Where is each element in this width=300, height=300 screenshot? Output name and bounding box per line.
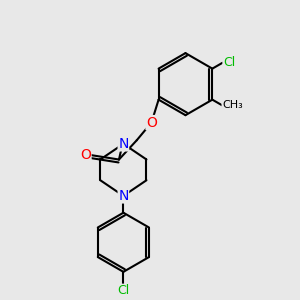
Text: O: O <box>146 116 157 130</box>
Text: Cl: Cl <box>223 56 235 69</box>
Text: N: N <box>118 137 129 151</box>
Text: Cl: Cl <box>117 284 130 297</box>
Text: CH₃: CH₃ <box>222 100 243 110</box>
Text: N: N <box>118 189 129 203</box>
Text: O: O <box>80 148 91 162</box>
